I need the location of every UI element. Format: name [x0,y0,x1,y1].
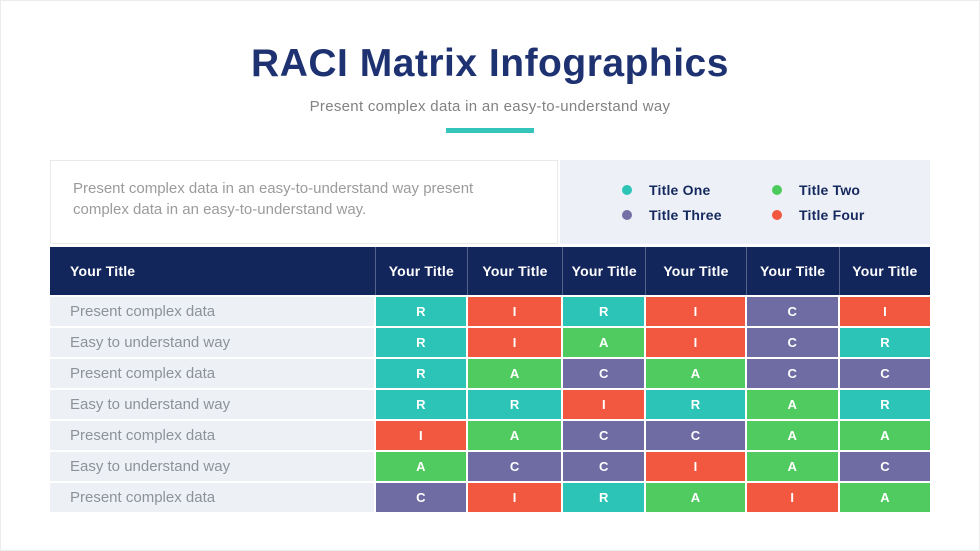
matrix-cell-2-4: I [646,328,747,357]
intro-card: Present complex data in an easy-to-under… [50,160,558,244]
matrix-cell-4-5: A [746,390,840,419]
matrix-cell-2-1: R [375,328,468,357]
matrix-cell-6-3: C [563,452,647,481]
matrix-cell-2-2: I [467,328,564,357]
matrix-cell-3-5: C [746,359,840,388]
column-header-6: Your Title [747,247,840,295]
column-header-5: Your Title [646,247,747,295]
matrix-cell-3-2: A [467,359,564,388]
legend-item-3: Title Three [622,207,772,223]
top-band: Present complex data in an easy-to-under… [50,160,930,244]
matrix-cell-7-6: A [839,483,930,512]
legend-dot-icon [772,209,782,220]
column-header-1: Your Title [50,247,376,295]
matrix-cell-2-5: C [746,328,840,357]
table-row: Easy to understand way R R I R A R [50,390,930,419]
matrix-cell-1-3: R [563,297,647,326]
matrix-cell-5-5: A [746,421,840,450]
matrix-cell-1-2: I [467,297,564,326]
legend: Title One Title Two Title Three Title Four [560,160,930,244]
matrix-cell-1-1: R [375,297,468,326]
matrix-cell-4-3: I [563,390,647,419]
row-label: Easy to understand way [50,328,376,357]
matrix-cell-7-2: I [467,483,564,512]
matrix-cell-4-4: R [646,390,747,419]
matrix-cell-4-1: R [375,390,468,419]
column-header-3: Your Title [468,247,564,295]
table-row: Present complex data R A C A C C [50,359,930,388]
matrix-cell-2-6: R [839,328,930,357]
content: Present complex data in an easy-to-under… [50,160,930,512]
table-row: Present complex data I A C C A A [50,421,930,450]
matrix-cell-3-6: C [839,359,930,388]
matrix-cell-6-1: A [375,452,468,481]
table-row: Easy to understand way A C C I A C [50,452,930,481]
legend-dot-icon [622,209,632,220]
matrix-cell-1-5: C [746,297,840,326]
legend-item-1: Title One [622,182,772,198]
matrix-cell-4-6: R [839,390,930,419]
table-row: Present complex data R I R I C I [50,297,930,326]
row-label: Easy to understand way [50,452,376,481]
row-label: Easy to understand way [50,390,376,419]
matrix-cell-5-3: C [563,421,647,450]
matrix-cell-7-4: A [646,483,747,512]
matrix-cell-5-2: A [467,421,564,450]
matrix-cell-5-6: A [839,421,930,450]
page-subtitle: Present complex data in an easy-to-under… [309,98,671,115]
matrix-cell-2-3: A [563,328,647,357]
legend-dot-icon [772,184,782,195]
matrix-cell-4-2: R [467,390,564,419]
legend-dot-icon [622,184,632,195]
legend-item-2: Title Two [772,182,922,198]
matrix-cell-3-4: A [646,359,747,388]
matrix-cell-6-5: A [746,452,840,481]
column-header-2: Your Title [376,247,468,295]
matrix-cell-3-1: R [375,359,468,388]
legend-label: Title One [649,181,711,198]
matrix-cell-6-2: C [467,452,564,481]
matrix-cell-5-1: I [375,421,468,450]
matrix-cell-7-1: C [375,483,468,512]
legend-item-4: Title Four [772,207,922,223]
row-label: Present complex data [50,421,376,450]
column-header-7: Your Title [852,263,918,279]
matrix-cell-7-5: I [746,483,840,512]
matrix-cell-5-4: C [646,421,747,450]
column-header-4: Your Title [563,247,647,295]
table-row: Present complex data C I R A I A [50,483,930,512]
matrix-cell-3-3: C [563,359,647,388]
row-label: Present complex data [50,483,376,512]
matrix-cell-1-4: I [646,297,747,326]
row-label: Present complex data [50,359,376,388]
matrix-cell-1-6: I [839,297,930,326]
intro-text: Present complex data in an easy-to-under… [73,180,474,219]
matrix-cell-7-3: R [563,483,647,512]
row-label: Present complex data [50,297,376,326]
table-body: Present complex data R I R I C I Easy to unders… [50,297,930,512]
legend-label: Title Two [799,181,861,198]
table-header-row: Your Title Your Title Your Title Your Title… [50,247,930,295]
legend-label: Title Three [649,206,722,223]
table-row: Easy to understand way R I A I C R [50,328,930,357]
title-block: RACI Matrix Infographics Present complex… [0,0,980,133]
accent-underline [446,128,534,133]
matrix-cell-6-6: C [839,452,930,481]
matrix-cell-6-4: I [646,452,747,481]
legend-label: Title Four [799,206,865,223]
page-title: RACI Matrix Infographics [251,42,729,85]
